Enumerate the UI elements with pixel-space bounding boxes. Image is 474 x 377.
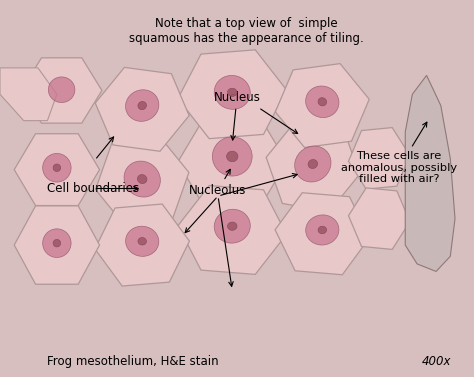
Polygon shape bbox=[266, 120, 359, 212]
Ellipse shape bbox=[48, 77, 75, 103]
Ellipse shape bbox=[126, 90, 159, 121]
Ellipse shape bbox=[214, 75, 250, 109]
Polygon shape bbox=[348, 127, 410, 189]
Polygon shape bbox=[95, 204, 190, 286]
Ellipse shape bbox=[43, 229, 71, 257]
Polygon shape bbox=[95, 67, 189, 151]
Ellipse shape bbox=[318, 226, 327, 234]
Ellipse shape bbox=[318, 98, 327, 106]
Polygon shape bbox=[405, 75, 455, 271]
Ellipse shape bbox=[137, 175, 147, 184]
Polygon shape bbox=[275, 193, 370, 275]
Ellipse shape bbox=[214, 209, 250, 243]
Ellipse shape bbox=[227, 151, 238, 162]
Ellipse shape bbox=[138, 101, 146, 110]
Ellipse shape bbox=[228, 88, 237, 97]
Ellipse shape bbox=[308, 159, 318, 169]
Polygon shape bbox=[348, 188, 410, 250]
Ellipse shape bbox=[306, 86, 339, 118]
Text: Cell boundaries: Cell boundaries bbox=[47, 182, 139, 195]
Ellipse shape bbox=[295, 146, 331, 182]
Text: Note that a top view of  simple
squamous has the appearance of tiling.: Note that a top view of simple squamous … bbox=[129, 17, 364, 45]
Polygon shape bbox=[178, 116, 287, 208]
Ellipse shape bbox=[53, 164, 61, 172]
Ellipse shape bbox=[228, 222, 237, 230]
Polygon shape bbox=[178, 50, 287, 139]
Ellipse shape bbox=[124, 161, 160, 197]
Polygon shape bbox=[178, 185, 287, 274]
Ellipse shape bbox=[53, 239, 61, 247]
Text: Frog mesothelium, H&E stain: Frog mesothelium, H&E stain bbox=[47, 355, 219, 368]
Ellipse shape bbox=[306, 215, 339, 245]
Polygon shape bbox=[21, 58, 102, 123]
Polygon shape bbox=[275, 64, 369, 147]
Text: These cells are
anomalous, possibly
filled with air?: These cells are anomalous, possibly fill… bbox=[341, 122, 457, 184]
Polygon shape bbox=[14, 134, 100, 205]
Ellipse shape bbox=[138, 238, 146, 245]
Ellipse shape bbox=[212, 137, 252, 176]
Polygon shape bbox=[14, 206, 100, 284]
Text: 400x: 400x bbox=[421, 355, 451, 368]
Ellipse shape bbox=[126, 226, 159, 256]
Polygon shape bbox=[0, 68, 57, 121]
Text: Nucleus: Nucleus bbox=[214, 91, 260, 140]
Text: Nucleolus: Nucleolus bbox=[189, 169, 247, 197]
Polygon shape bbox=[96, 135, 189, 227]
Ellipse shape bbox=[43, 153, 71, 182]
